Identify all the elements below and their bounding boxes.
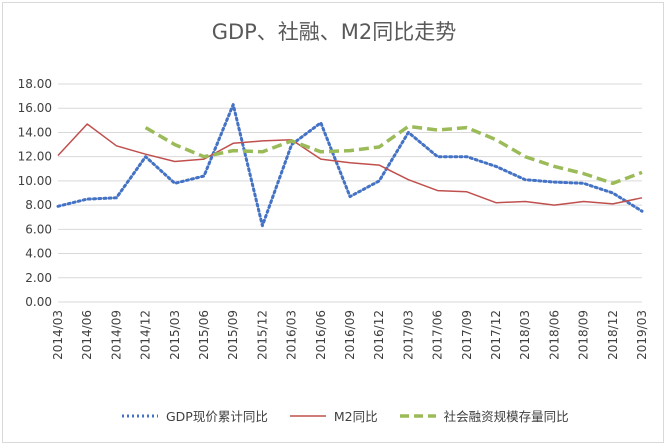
- chart-frame: [2, 2, 664, 443]
- x-tick-label: 2017/06: [431, 310, 445, 360]
- legend-swatch-gdp: [122, 414, 158, 417]
- legend-item-m2: M2同比: [288, 406, 378, 425]
- x-tick-label: 2015/12: [255, 310, 269, 360]
- legend-item-tsf: 社会融资规模存量同比: [398, 406, 569, 425]
- legend-swatch-tsf: [399, 413, 436, 418]
- y-tick-label: 18.00: [18, 77, 52, 91]
- series-line-1: [57, 123, 643, 206]
- y-tick-label: 6.00: [25, 222, 52, 236]
- x-tick-label: 2019/03: [635, 310, 649, 360]
- y-tick-label: 14.00: [18, 125, 52, 139]
- chart-title: GDP、社融、M2同比走势: [211, 20, 457, 44]
- legend: GDP现价累计同比 M2同比 社会融资规模存量同比: [120, 406, 589, 425]
- x-tick-label: 2016/12: [372, 310, 386, 360]
- x-tick-label: 2016/06: [314, 310, 328, 360]
- x-tick-label: 2016/03: [285, 310, 299, 360]
- legend-item-gdp: GDP现价累计同比: [120, 406, 268, 425]
- x-tick-label: 2018/03: [518, 310, 532, 360]
- y-tick-label: 2.00: [25, 271, 52, 285]
- series-line-2: [144, 124, 643, 186]
- x-tick-label: 2014/12: [139, 310, 153, 360]
- y-tick-label: 8.00: [25, 198, 52, 212]
- x-tick-label: 2014/03: [51, 310, 65, 360]
- x-tick-label: 2014/09: [109, 310, 123, 360]
- y-tick-label: 4.00: [25, 247, 52, 261]
- legend-label-gdp: GDP现价累计同比: [166, 409, 268, 424]
- x-tick-label: 2015/09: [226, 310, 240, 360]
- legend-label-m2: M2同比: [333, 409, 378, 424]
- y-tick-label: 12.00: [18, 150, 52, 164]
- x-tick-label: 2017/09: [460, 310, 474, 360]
- y-tick-label: 0.00: [25, 295, 52, 309]
- y-tick-label: 10.00: [18, 174, 52, 188]
- x-tick-label: 2017/03: [401, 310, 415, 360]
- legend-label-tsf: 社会融资规模存量同比: [443, 409, 569, 424]
- series-line-0: [56, 103, 644, 228]
- legend-swatch-m2: [289, 414, 326, 417]
- x-tick-label: 2016/09: [343, 310, 357, 360]
- x-tick-label: 2018/09: [577, 310, 591, 360]
- x-tick-label: 2014/06: [80, 310, 94, 360]
- x-tick-label: 2015/03: [168, 310, 182, 360]
- y-tick-label: 16.00: [18, 101, 52, 115]
- x-tick-label: 2018/06: [547, 310, 561, 360]
- x-tick-label: 2017/12: [489, 310, 503, 360]
- x-tick-label: 2018/12: [606, 310, 620, 360]
- x-tick-label: 2015/06: [197, 310, 211, 360]
- line-chart: 0.00 2.00 4.00 6.00 8.00 10.00 12.00 14.00 16.00…: [18, 77, 649, 360]
